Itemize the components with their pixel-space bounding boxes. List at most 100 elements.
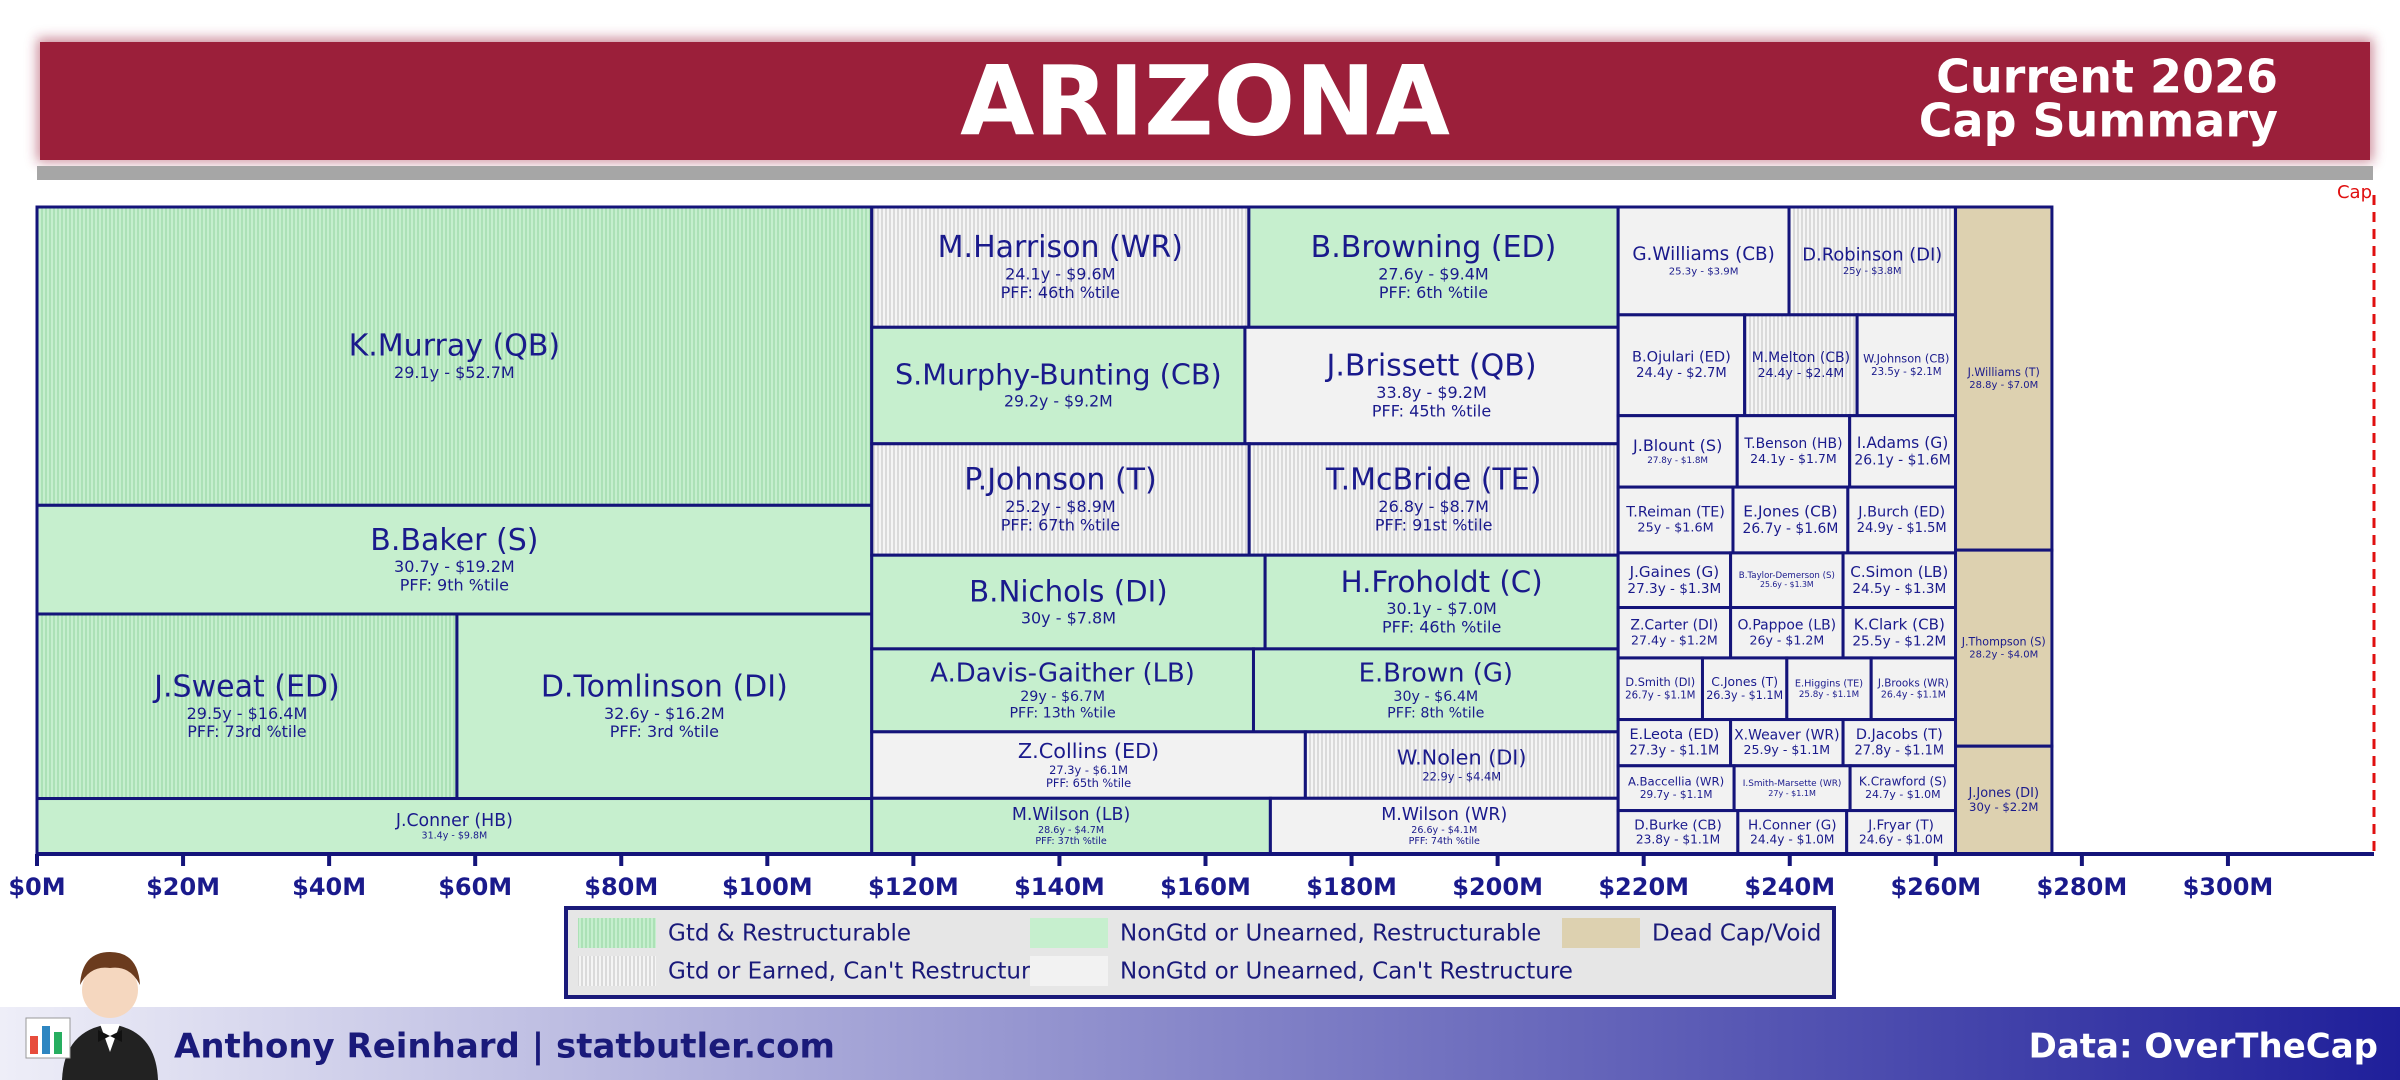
player-pff: PFF: 9th %tile: [400, 576, 509, 595]
player-name: B.Nichols (DI): [969, 574, 1168, 608]
player-name: T.Reiman (TE): [1625, 505, 1725, 521]
player-detail: 30y - $2.2M: [1969, 800, 2038, 814]
player-block: [870, 730, 1307, 800]
player-detail: 24.1y - $1.7M: [1750, 451, 1837, 466]
player-name: J.Williams (T): [1967, 366, 2040, 379]
x-tick-label: $180M: [1306, 873, 1397, 901]
player-name: X.Weaver (WR): [1734, 727, 1839, 743]
player-detail: 26.8y - $8.7M: [1378, 497, 1488, 516]
legend-swatch: [1562, 918, 1640, 948]
player-name: B.Taylor-Demerson (S): [1739, 571, 1835, 581]
player-detail: 28.8y - $7.0M: [1969, 380, 2038, 391]
player-detail: 33.8y - $9.2M: [1376, 383, 1486, 402]
player-name: J.Fryar (T): [1867, 817, 1934, 833]
player-name: K.Clark (CB): [1854, 615, 1945, 633]
player-name: H.Froholdt (C): [1341, 565, 1543, 599]
plot-area: K.Murray (QB)29.1y - $52.7M B.Baker (S) 30…: [8, 182, 2376, 901]
player-name: E.Jones (CB): [1743, 503, 1837, 521]
x-tick-label: $20M: [146, 873, 220, 901]
x-tick-label: $160M: [1160, 873, 1251, 901]
player-detail: 23.5y - $2.1M: [1871, 367, 1941, 378]
player-detail: 24.9y - $1.5M: [1857, 521, 1947, 536]
player-detail: 28.6y - $4.7M: [1038, 825, 1104, 836]
legend-swatch: [578, 956, 656, 986]
player-detail: 24.5y - $1.3M: [1852, 581, 1946, 597]
cap-label: Cap: [2337, 182, 2372, 203]
player-block: [1247, 442, 1620, 557]
player-name: E.Leota (ED): [1629, 727, 1719, 743]
player-detail: 32.6y - $16.2M: [604, 704, 725, 723]
player-pff: PFF: 46th %tile: [1382, 618, 1501, 637]
player-block: [870, 325, 1247, 446]
player-detail: 26.1y - $1.6M: [1854, 452, 1950, 468]
player-block: [1243, 325, 1620, 446]
player-name: J.Brissett (QB): [1325, 349, 1537, 384]
player-block: [1616, 656, 1704, 722]
player-detail: 30.1y - $7.0M: [1386, 599, 1496, 618]
player-detail: 24.4y - $2.4M: [1758, 365, 1845, 380]
player-detail: 22.9y - $4.4M: [1422, 769, 1501, 783]
player-block: [1954, 744, 2054, 856]
legend-label: Gtd & Restructurable: [668, 921, 911, 947]
player-block: [1787, 205, 1958, 317]
header-band: [40, 42, 2370, 160]
player-pff: PFF: 8th %tile: [1387, 705, 1484, 721]
player-name: C.Jones (T): [1711, 675, 1778, 689]
player-block: [870, 205, 1251, 329]
x-tick-label: $100M: [722, 873, 813, 901]
x-tick-label: $120M: [868, 873, 959, 901]
player-name: J.Jones (DI): [1967, 786, 2039, 801]
player-name: J.Conner (HB): [395, 811, 513, 831]
legend-label: NonGtd or Unearned, Can't Restructure: [1120, 959, 1573, 985]
player-name: B.Baker (S): [370, 523, 538, 558]
player-detail: 24.1y - $9.6M: [1005, 265, 1115, 284]
butler-icon: [25, 952, 158, 1080]
player-pff: PFF: 46th %tile: [1001, 283, 1120, 302]
legend-box: [564, 906, 1836, 999]
player-pff: PFF: 91st %tile: [1375, 515, 1493, 534]
player-detail: 25.9y - $1.1M: [1744, 742, 1831, 757]
player-name: J.Thompson (S): [1961, 635, 2046, 648]
player-block: [1954, 548, 2054, 748]
player-detail: 27y - $1.1M: [1768, 789, 1816, 798]
player-block: [1616, 414, 1739, 489]
player-detail: 27.3y - $1.1M: [1630, 743, 1720, 758]
legend-label: Dead Cap/Void: [1652, 921, 1821, 947]
player-pff: PFF: 37th %tile: [1035, 836, 1106, 847]
player-pff: PFF: 13th %tile: [1009, 705, 1116, 721]
player-detail: 23.8y - $1.1M: [1636, 833, 1720, 847]
x-tick-label: $220M: [1598, 873, 1689, 901]
x-tick-label: $40M: [292, 873, 366, 901]
player-block: [1251, 647, 1620, 734]
player-detail: 25.6y - $1.3M: [1760, 580, 1814, 589]
player-name: G.Williams (CB): [1632, 244, 1775, 265]
player-detail: 29.1y - $52.7M: [394, 363, 515, 382]
player-pff: PFF: 74th %tile: [1409, 836, 1480, 847]
player-block: [1855, 313, 1958, 418]
player-name: T.McBride (TE): [1325, 463, 1542, 498]
player-block: [1303, 730, 1620, 800]
player-detail: 27.8y - $1.8M: [1647, 456, 1708, 466]
player-name: M.Melton (CB): [1752, 350, 1850, 366]
player-name: K.Murray (QB): [349, 328, 561, 363]
player-detail: 29y - $6.7M: [1020, 689, 1105, 705]
player-block: [1729, 551, 1845, 610]
footer-band: [0, 1007, 2400, 1080]
player-detail: 29.7y - $1.1M: [1640, 789, 1713, 801]
player-detail: 25y - $1.6M: [1637, 521, 1713, 536]
player-name: Z.Collins (ED): [1018, 739, 1159, 763]
player-name: J.Sweat (ED): [152, 669, 340, 704]
player-detail: 30y - $7.8M: [1021, 608, 1116, 627]
player-name: E.Higgins (TE): [1795, 679, 1863, 690]
player-pff: PFF: 67th %tile: [1001, 515, 1120, 534]
player-detail: 27.6y - $9.4M: [1378, 265, 1488, 284]
player-detail: 31.4y - $9.8M: [422, 831, 488, 842]
player-pff: PFF: 65th %tile: [1046, 776, 1131, 790]
chart-subtitle: Cap Summary: [1919, 94, 2278, 148]
x-tick-label: $260M: [1890, 873, 1981, 901]
chart-subtitle: Current 2026: [1936, 50, 2278, 104]
player-detail: 25.5y - $1.2M: [1852, 633, 1946, 649]
legend-swatch: [1030, 918, 1108, 948]
x-tick-label: $140M: [1014, 873, 1105, 901]
player-pff: PFF: 3rd %tile: [610, 722, 719, 741]
